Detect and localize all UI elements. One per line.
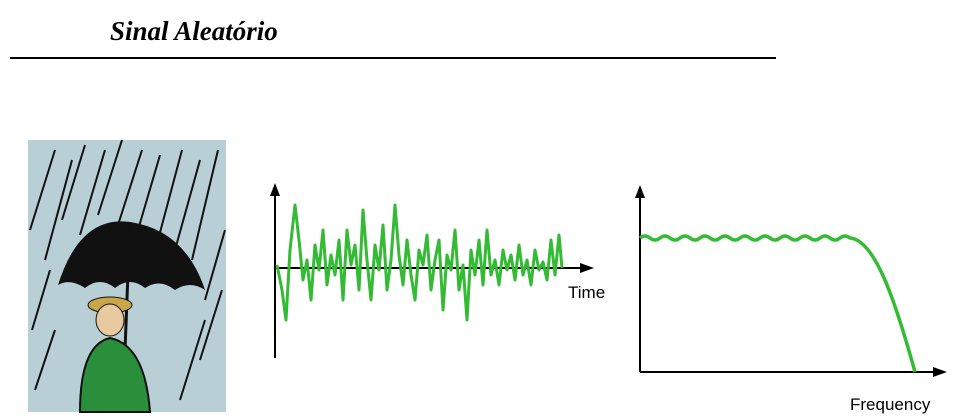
frequency-plot: Frequency [635, 185, 947, 414]
x-axis-label: Frequency [850, 395, 931, 414]
x-axis-arrow [580, 263, 594, 273]
time-plot: Time [270, 183, 605, 358]
x-axis-arrow [933, 367, 947, 377]
rain-illustration [28, 139, 226, 413]
spectrum-curve [638, 234, 917, 373]
random-signal [275, 203, 564, 322]
y-axis-arrow [635, 185, 645, 198]
x-axis-label: Time [568, 283, 605, 302]
y-axis-arrow [270, 183, 280, 196]
title: Sinal Aleatório [110, 16, 278, 46]
